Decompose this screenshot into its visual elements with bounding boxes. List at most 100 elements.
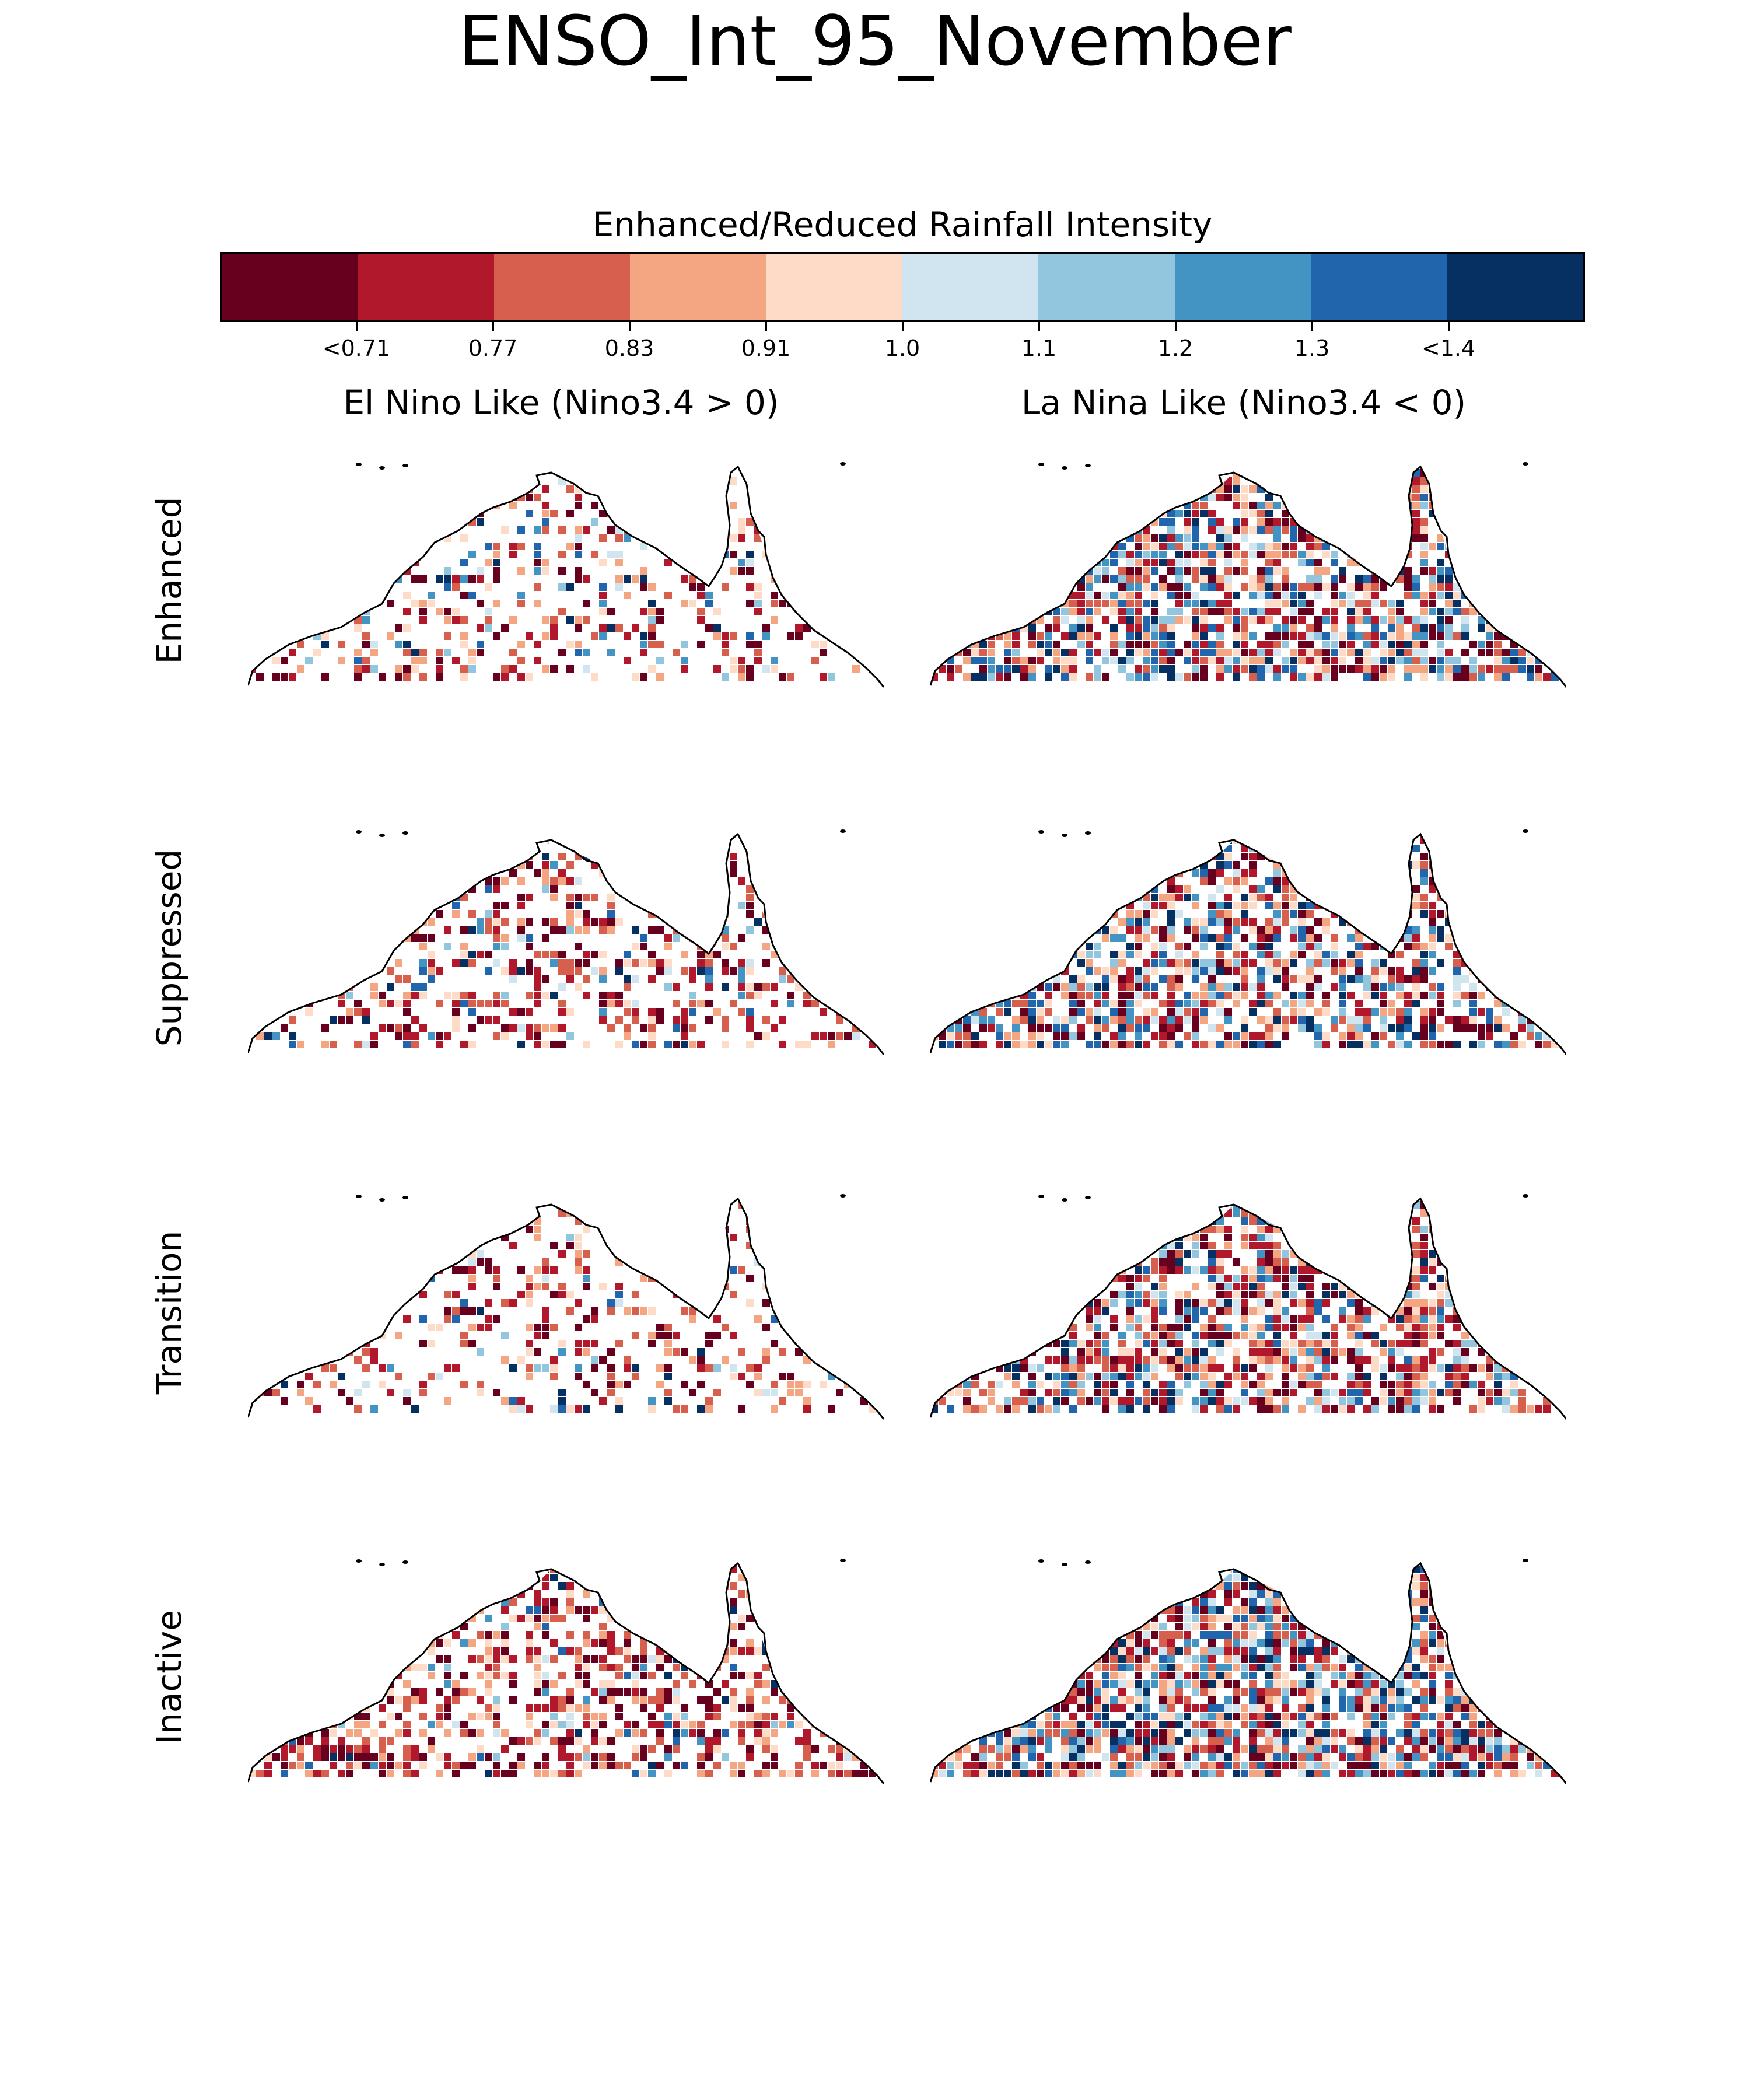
grid-cell xyxy=(313,1201,321,1209)
grid-cell xyxy=(1420,494,1428,501)
grid-cell xyxy=(1396,926,1404,934)
grid-cell xyxy=(836,959,844,967)
grid-cell xyxy=(1167,902,1175,909)
grid-cell xyxy=(1559,959,1566,967)
grid-cell xyxy=(468,926,476,934)
grid-cell xyxy=(599,1199,607,1200)
grid-cell xyxy=(1543,600,1550,607)
grid-cell xyxy=(1306,510,1314,517)
grid-cell xyxy=(1241,494,1248,501)
grid-cell xyxy=(779,1283,786,1290)
grid-cell xyxy=(1110,894,1118,901)
grid-cell xyxy=(1404,494,1412,501)
grid-cell xyxy=(1159,518,1167,526)
grid-cell xyxy=(1355,836,1363,844)
grid-cell xyxy=(575,894,582,901)
grid-cell xyxy=(1420,1041,1428,1048)
island xyxy=(379,834,385,837)
grid-cell xyxy=(1380,502,1387,509)
grid-cell xyxy=(1200,845,1208,852)
grid-cell xyxy=(1314,567,1322,575)
grid-cell xyxy=(1518,943,1526,950)
grid-cell xyxy=(971,494,979,501)
grid-cell xyxy=(1249,608,1256,615)
grid-cell xyxy=(624,984,631,991)
grid-cell xyxy=(542,1199,550,1200)
grid-cell xyxy=(395,959,402,967)
grid-cell xyxy=(370,984,378,991)
grid-cell xyxy=(1069,673,1077,681)
grid-cell xyxy=(1543,485,1550,493)
grid-cell xyxy=(697,951,705,958)
grid-cell xyxy=(1077,959,1085,967)
grid-cell xyxy=(346,600,354,607)
grid-cell xyxy=(1012,657,1020,664)
grid-cell xyxy=(955,935,963,942)
grid-cell xyxy=(297,608,304,615)
grid-cell xyxy=(558,869,566,877)
grid-cell xyxy=(550,959,558,967)
grid-cell xyxy=(1453,984,1461,991)
grid-cell xyxy=(963,657,971,664)
grid-cell xyxy=(1314,632,1322,640)
grid-cell xyxy=(256,567,264,575)
grid-cell xyxy=(1192,551,1199,558)
grid-cell xyxy=(493,902,501,909)
grid-cell xyxy=(493,632,501,640)
grid-cell xyxy=(1429,984,1436,991)
grid-cell xyxy=(1126,494,1134,501)
grid-cell xyxy=(248,1291,256,1298)
grid-cell xyxy=(1559,649,1566,656)
grid-cell xyxy=(963,902,971,909)
grid-cell xyxy=(1404,861,1412,869)
grid-cell xyxy=(939,485,946,493)
grid-cell xyxy=(1494,951,1502,958)
grid-cell xyxy=(542,1283,550,1290)
grid-cell xyxy=(754,869,762,877)
grid-cell xyxy=(1192,1016,1199,1024)
grid-cell xyxy=(1527,673,1534,681)
grid-cell xyxy=(1249,902,1256,909)
grid-cell xyxy=(1233,592,1240,599)
grid-cell xyxy=(1371,869,1379,877)
grid-cell xyxy=(963,967,971,975)
grid-cell xyxy=(1363,583,1371,591)
grid-cell xyxy=(321,583,329,591)
grid-cell xyxy=(1126,510,1134,517)
grid-cell xyxy=(1527,1024,1534,1032)
grid-cell xyxy=(988,967,995,975)
grid-cell xyxy=(697,877,705,885)
grid-cell xyxy=(1437,510,1444,517)
grid-cell xyxy=(1388,1024,1395,1032)
grid-cell xyxy=(1167,918,1175,926)
grid-cell xyxy=(1192,967,1199,975)
grid-cell xyxy=(566,902,574,909)
grid-cell xyxy=(1233,918,1240,926)
grid-cell xyxy=(1184,583,1191,591)
grid-cell xyxy=(411,869,419,877)
grid-cell xyxy=(1502,975,1510,983)
grid-cell xyxy=(1167,935,1175,942)
grid-cell xyxy=(1306,967,1314,975)
grid-cell xyxy=(1184,1032,1191,1040)
grid-cell xyxy=(988,542,995,550)
grid-cell xyxy=(1306,1016,1314,1024)
grid-cell xyxy=(673,518,680,526)
grid-cell xyxy=(1396,657,1404,664)
grid-cell xyxy=(1241,951,1248,958)
grid-cell xyxy=(1135,542,1142,550)
grid-cell xyxy=(1502,861,1510,869)
grid-cell xyxy=(321,559,329,566)
grid-cell xyxy=(939,926,946,934)
grid-cell xyxy=(746,673,754,681)
grid-cell xyxy=(599,967,607,975)
grid-cell xyxy=(460,673,468,681)
grid-cell xyxy=(1453,834,1461,836)
grid-cell xyxy=(517,902,525,909)
grid-cell xyxy=(640,1199,648,1200)
grid-cell xyxy=(460,665,468,673)
grid-cell xyxy=(939,600,946,607)
grid-cell xyxy=(583,1226,590,1233)
grid-cell xyxy=(1347,632,1354,640)
grid-cell xyxy=(1151,902,1158,909)
